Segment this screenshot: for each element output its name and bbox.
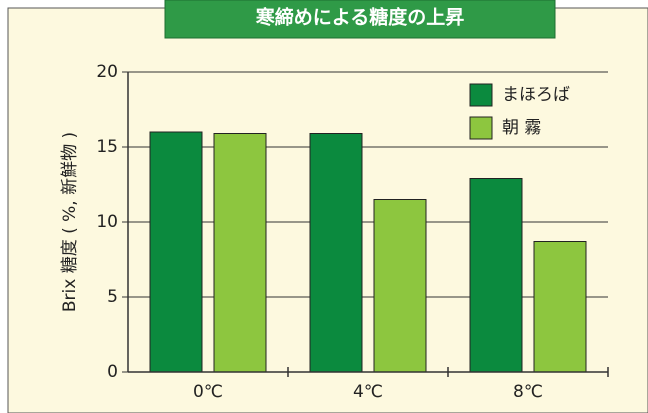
y-axis-label: Brix 糖度 ( %, 新鮮物 ) <box>60 132 80 312</box>
bar <box>309 133 363 373</box>
bar <box>213 133 267 373</box>
bar <box>469 178 523 373</box>
y-tick-label: 10 <box>96 212 118 232</box>
bar <box>149 131 203 373</box>
x-tick-label: 0℃ <box>193 382 223 402</box>
legend-swatch <box>469 83 493 107</box>
y-tick-label: 5 <box>107 287 118 307</box>
y-tick-label: 0 <box>107 362 118 382</box>
x-tick-label: 8℃ <box>513 382 543 402</box>
legend-label: 朝 霧 <box>502 118 541 138</box>
x-tick-label: 4℃ <box>353 382 383 402</box>
y-tick-label: 15 <box>96 137 118 157</box>
legend-swatch <box>469 116 493 140</box>
bar <box>533 241 587 373</box>
bar <box>373 199 427 373</box>
title-box <box>164 0 556 39</box>
legend-label: まほろば <box>502 85 570 105</box>
y-tick-label: 20 <box>96 62 118 82</box>
chart-title: 寒締めによる糖度の上昇 <box>256 6 464 29</box>
